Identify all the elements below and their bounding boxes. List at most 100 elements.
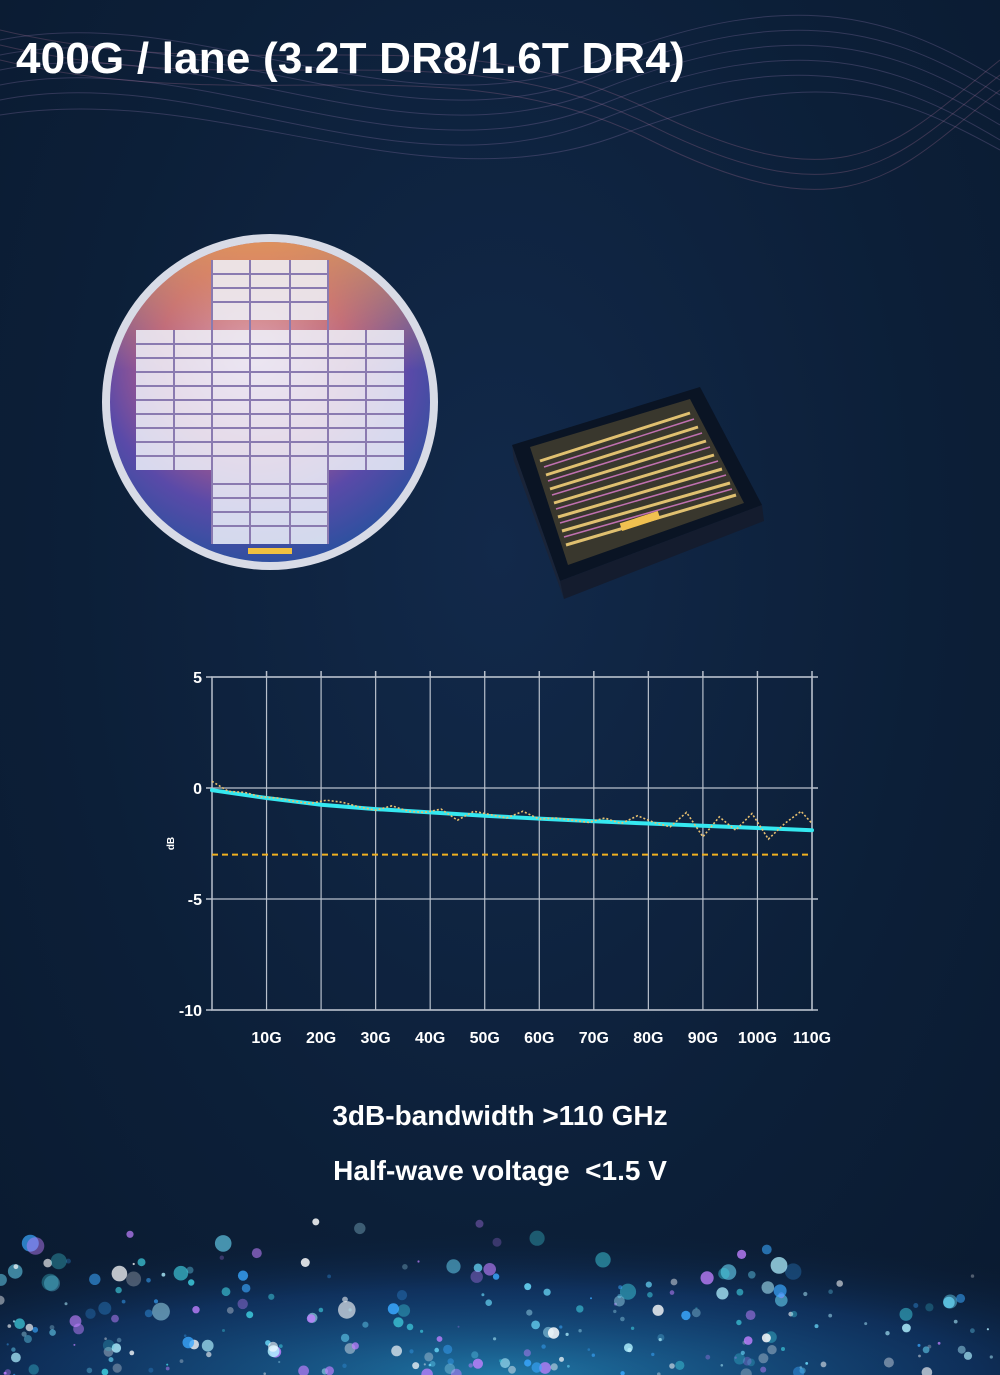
bokeh-dot — [742, 1356, 752, 1366]
bokeh-dot — [362, 1321, 369, 1328]
bokeh-dot — [587, 1348, 591, 1351]
bokeh-dot — [970, 1274, 975, 1278]
bokeh-dot — [103, 1346, 114, 1357]
bokeh-dot — [86, 1367, 93, 1374]
bokeh-dot — [173, 1265, 189, 1281]
bokeh-dot — [468, 1363, 473, 1368]
bokeh-dot — [957, 1345, 966, 1354]
bokeh-dot — [23, 1335, 32, 1343]
bokeh-dot — [705, 1354, 711, 1360]
bokeh-dot — [531, 1320, 540, 1330]
bokeh-dot — [237, 1270, 249, 1281]
bokeh-dot — [500, 1358, 511, 1369]
bokeh-dot — [740, 1350, 745, 1355]
bokeh-dot — [12, 1320, 16, 1323]
bokeh-dot — [743, 1336, 753, 1345]
bokeh-dot — [219, 1255, 224, 1260]
bokeh-dot — [828, 1313, 833, 1318]
bokeh-dot — [166, 1363, 169, 1366]
bokeh-dot — [883, 1357, 894, 1368]
bokeh-dot — [669, 1290, 675, 1295]
bokeh-dot — [325, 1366, 334, 1375]
x-tick-label: 10G — [251, 1030, 281, 1047]
y-axis-label: dB — [166, 837, 177, 850]
bokeh-dot — [412, 1362, 420, 1370]
bokeh-dot — [595, 1252, 611, 1268]
bokeh-dot — [922, 1346, 930, 1354]
bokeh-dot — [761, 1281, 775, 1294]
bokeh-dot — [943, 1296, 955, 1309]
x-tick-label: 100G — [738, 1030, 777, 1047]
bokeh-dot — [306, 1314, 316, 1323]
bokeh-dot — [475, 1219, 484, 1228]
bokeh-dot — [617, 1294, 622, 1299]
bokeh-dot — [695, 1307, 698, 1310]
bokeh-dot — [354, 1222, 366, 1235]
bokeh-dot — [21, 1234, 39, 1252]
bokeh-dot — [85, 1308, 96, 1319]
bokeh-dot — [770, 1257, 788, 1274]
bokeh-dot — [651, 1352, 655, 1357]
bokeh-dot — [773, 1284, 787, 1298]
bokeh-dot — [226, 1307, 234, 1314]
bokeh-dot — [539, 1362, 551, 1374]
bokeh-dot — [417, 1260, 420, 1263]
bokeh-dot — [153, 1299, 159, 1304]
bokeh-dot — [691, 1308, 701, 1318]
bokeh-dot — [312, 1218, 320, 1226]
bokeh-dot — [393, 1317, 404, 1328]
bokeh-dot — [921, 1367, 933, 1375]
bokeh-dot — [523, 1349, 531, 1357]
bokeh-dot — [700, 1271, 714, 1285]
bokeh-dot — [402, 1264, 408, 1270]
bokeh-dot — [0, 1273, 7, 1286]
bokeh-dot — [64, 1302, 68, 1306]
bokeh-dot — [618, 1285, 623, 1290]
bokeh-dot — [89, 1273, 101, 1285]
bokeh-dot — [567, 1364, 570, 1368]
bokeh-dot — [718, 1267, 730, 1280]
decorative-wave-background — [0, 14, 1000, 190]
x-tick-label: 20G — [306, 1030, 336, 1047]
bokeh-dot — [409, 1349, 414, 1354]
bokeh-dot — [736, 1288, 744, 1296]
bokeh-dot — [318, 1307, 324, 1313]
bokeh-dot — [481, 1293, 485, 1297]
bokeh-dot — [102, 1339, 115, 1352]
bokeh-dot — [785, 1263, 802, 1280]
bokeh-dot — [278, 1360, 281, 1364]
bokeh-dot — [614, 1302, 617, 1306]
bokeh-dot — [937, 1341, 941, 1345]
bokeh-dot — [590, 1297, 592, 1300]
bokeh-dot — [186, 1266, 194, 1274]
bokeh-dot — [963, 1351, 973, 1360]
bokeh-dot — [805, 1362, 809, 1365]
bokeh-dot — [885, 1331, 890, 1336]
bokeh-dot — [396, 1290, 408, 1301]
bokeh-dot — [658, 1338, 662, 1342]
bokeh-dot — [241, 1283, 251, 1293]
bokeh-dot — [591, 1353, 595, 1357]
bokeh-dot — [183, 1334, 187, 1337]
modulator-chip-photo — [512, 387, 764, 599]
bokeh-dot — [148, 1367, 154, 1373]
bokeh-dot — [101, 1368, 109, 1375]
bokeh-dot — [799, 1366, 803, 1369]
bokeh-dot — [902, 1323, 911, 1333]
bokeh-dot — [424, 1352, 434, 1362]
bokeh-dot — [492, 1273, 500, 1280]
bokeh-dot — [263, 1372, 267, 1375]
bokeh-dot — [508, 1365, 516, 1374]
bokeh-dot — [543, 1288, 551, 1296]
bokeh-dot — [524, 1359, 532, 1367]
bokeh-dot — [111, 1343, 122, 1353]
bokeh-dot — [541, 1344, 546, 1349]
bokeh-dot — [161, 1272, 166, 1277]
bokeh-dot — [578, 1329, 582, 1333]
bokeh-dot — [201, 1339, 214, 1352]
bokeh-dot — [206, 1351, 212, 1358]
bokeh-dot — [115, 1286, 122, 1294]
measured-response-line — [211, 780, 813, 841]
bokeh-dot — [446, 1259, 461, 1274]
bokeh-dot — [899, 1307, 913, 1321]
